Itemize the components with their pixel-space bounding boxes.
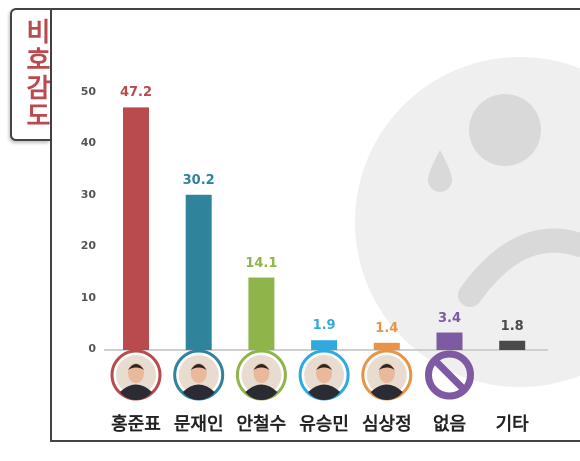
y-tick-label: 30 [80, 187, 96, 201]
bar [499, 340, 526, 350]
value-label: 1.4 [375, 320, 399, 336]
avatar-icon [110, 349, 162, 401]
value-label: 1.8 [500, 318, 524, 334]
prohibited-icon [425, 350, 474, 400]
avatar-icon [173, 349, 225, 401]
bar [373, 342, 400, 350]
x-tick-label: 유승민 [299, 414, 349, 435]
value-label: 14.1 [245, 255, 278, 271]
bar [436, 332, 463, 350]
chart-title: 비호감도 [21, 18, 51, 130]
value-label: 1.9 [312, 318, 336, 334]
avatar-icon [235, 349, 287, 401]
y-tick-label: 0 [88, 342, 96, 355]
x-tick-label: 기타 [495, 414, 529, 435]
chart-title-box: 비호감도 [10, 8, 51, 141]
bar [248, 277, 275, 350]
x-tick-label: 없음 [432, 414, 467, 435]
bar [311, 340, 338, 350]
y-tick-label: 50 [80, 85, 96, 98]
value-label: 47.2 [119, 85, 153, 101]
bar [185, 194, 212, 350]
x-tick-label: 홍준표 [111, 414, 161, 435]
chart-frame [50, 8, 580, 442]
x-tick-label: 안철수 [236, 414, 287, 435]
sad-face-icon [355, 57, 580, 387]
avatar-icon [298, 349, 350, 401]
value-label: 30.2 [182, 172, 215, 188]
y-tick-label: 40 [80, 136, 96, 150]
avatar-icon [361, 349, 413, 401]
y-tick-label: 10 [80, 290, 96, 304]
y-tick-label: 20 [80, 239, 96, 253]
x-tick-label: 심상정 [361, 414, 412, 435]
bar [123, 107, 149, 350]
value-label: 3.4 [437, 310, 462, 326]
x-tick-label: 문재인 [173, 414, 224, 435]
